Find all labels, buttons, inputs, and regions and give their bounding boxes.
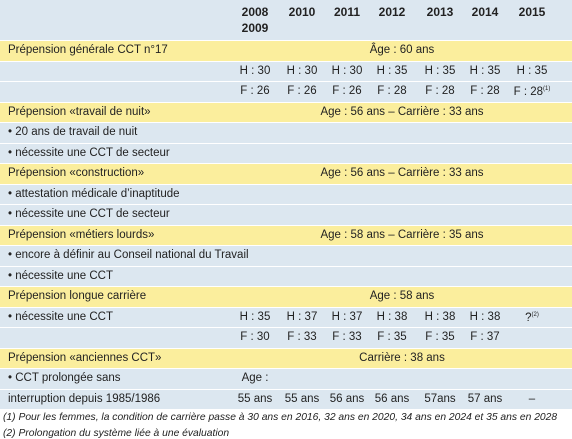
cell-text: F : 28 bbox=[513, 86, 544, 98]
footnote-ref: (1) bbox=[543, 86, 551, 92]
cell: F : 33 bbox=[332, 331, 362, 343]
section-value: Age : 56 ans – Carrière : 33 ans bbox=[320, 105, 484, 118]
section-title: Prépension longue carrière bbox=[8, 290, 147, 302]
cell: H : 38 bbox=[376, 310, 408, 323]
cell: H : 35 bbox=[239, 310, 271, 323]
row-label: • nécessite une CCT de secteur bbox=[8, 208, 170, 220]
cell: – bbox=[528, 392, 536, 405]
section-row: Prépension longue carrière Age : 58 ans bbox=[0, 286, 572, 307]
year-header: 2009 bbox=[241, 21, 269, 35]
section-value: Carrière : 38 ans bbox=[359, 351, 445, 364]
row-label: interruption depuis 1985/1986 bbox=[8, 392, 161, 405]
cell: 57 ans bbox=[467, 392, 503, 405]
cell: H : 37 bbox=[286, 310, 318, 323]
section-title: Prépension «travail de nuit» bbox=[8, 105, 151, 118]
section-title: Prépension générale CCT n°17 bbox=[8, 44, 168, 56]
cell: F : 26 bbox=[240, 85, 270, 97]
year-header: 2010 bbox=[288, 5, 316, 19]
cell: H : 35 bbox=[516, 64, 548, 77]
row-label: • nécessite une CCT bbox=[8, 310, 114, 323]
cell: H : 38 bbox=[424, 310, 456, 323]
cell: H : 30 bbox=[331, 64, 363, 77]
year-header: 2015 bbox=[518, 5, 546, 19]
detail-row: interruption depuis 1985/1986 55 ans 55 an… bbox=[0, 388, 572, 409]
detail-row: • nécessite une CCT de secteur bbox=[0, 204, 572, 225]
section-value: Age : 58 ans bbox=[369, 290, 435, 302]
detail-row: • encore à définir au Conseil national d… bbox=[0, 245, 572, 266]
detail-row: • nécessite une CCT bbox=[0, 265, 572, 286]
cell: F : 28(1) bbox=[509, 86, 555, 99]
cell: F : 33 bbox=[287, 331, 317, 343]
cell: F : 35 bbox=[377, 331, 407, 343]
cell: F : 26 bbox=[332, 85, 362, 97]
cell-text: ? bbox=[525, 311, 532, 324]
section-value: Âge : 60 ans bbox=[369, 44, 435, 56]
cell: H : 35 bbox=[424, 64, 456, 77]
year-header: 2012 bbox=[378, 5, 406, 19]
detail-row: • attestation médicale d’inaptitude bbox=[0, 183, 572, 204]
section-row: Prépension «métiers lourds» Age : 58 ans … bbox=[0, 224, 572, 245]
cell: Age : bbox=[241, 372, 269, 384]
section-row: Prépension «anciennes CCT» Carrière : 38 … bbox=[0, 347, 572, 368]
detail-row: F : 30 F : 33 F : 33 F : 35 F : 35 F : 37 bbox=[0, 327, 572, 348]
detail-row: • CCT prolongée sans Age : bbox=[0, 368, 572, 389]
section-value: Age : 58 ans – Carrière : 35 ans bbox=[320, 228, 484, 241]
row-label: • CCT prolongée sans bbox=[8, 372, 121, 384]
cell: H : 38 bbox=[469, 310, 501, 323]
cell: 57ans bbox=[424, 392, 456, 405]
section-title: Prépension «anciennes CCT» bbox=[8, 351, 162, 364]
cell: F : 28 bbox=[377, 85, 407, 97]
detail-row: F : 26 F : 26 F : 26 F : 28 F : 28 F : 28 F : … bbox=[0, 81, 572, 102]
cell: F : 28 bbox=[425, 85, 455, 97]
section-row: Prépension «construction» Age : 56 ans – … bbox=[0, 163, 572, 184]
section-title: Prépension «métiers lourds» bbox=[8, 228, 155, 241]
detail-row: • nécessite une CCT de secteur bbox=[0, 142, 572, 163]
cell: F : 37 bbox=[470, 331, 500, 343]
section-row: Prépension générale CCT n°17 Âge : 60 ans bbox=[0, 40, 572, 61]
cell: H : 37 bbox=[331, 310, 363, 323]
footnote: (2) Prolongation du système liée à une é… bbox=[3, 428, 230, 439]
cell: H : 30 bbox=[286, 64, 318, 77]
row-label: • attestation médicale d’inaptitude bbox=[8, 187, 180, 200]
cell: 56 ans bbox=[329, 392, 365, 405]
cell: F : 28 bbox=[470, 85, 500, 97]
section-value: Age : 56 ans – Carrière : 33 ans bbox=[320, 167, 484, 179]
year-header: 2011 bbox=[333, 5, 361, 19]
cell: H : 35 bbox=[469, 64, 501, 77]
cell: ?(2) bbox=[509, 312, 555, 325]
section-title: Prépension «construction» bbox=[8, 167, 145, 179]
header-row: 2008 2009 2010 2011 2012 2013 2014 2015 bbox=[0, 0, 572, 40]
footnote-ref: (2) bbox=[531, 311, 539, 318]
year-header: 2013 bbox=[426, 5, 454, 19]
section-row: Prépension «travail de nuit» Age : 56 ans… bbox=[0, 101, 572, 122]
year-header: 2014 bbox=[471, 5, 499, 19]
cell: F : 30 bbox=[240, 331, 270, 343]
cell: 56 ans bbox=[374, 392, 410, 405]
detail-row: H : 30 H : 30 H : 30 H : 35 H : 35 H : 35 H : … bbox=[0, 60, 572, 81]
detail-row: • 20 ans de travail de nuit bbox=[0, 122, 572, 143]
cell: 55 ans bbox=[237, 392, 273, 405]
row-label: • encore à définir au Conseil national d… bbox=[8, 249, 249, 261]
cell: F : 26 bbox=[287, 85, 317, 97]
footnote: (1) Pour les femmes, la condition de car… bbox=[3, 412, 558, 423]
row-label: • nécessite une CCT de secteur bbox=[8, 146, 170, 159]
row-label: • 20 ans de travail de nuit bbox=[8, 126, 138, 138]
cell: F : 35 bbox=[425, 331, 455, 343]
cell: 55 ans bbox=[284, 392, 320, 405]
row-label: • nécessite une CCT bbox=[8, 269, 114, 282]
cell: H : 30 bbox=[239, 64, 271, 77]
cell: H : 35 bbox=[376, 64, 408, 77]
year-header: 2008 bbox=[241, 5, 269, 19]
detail-row: • nécessite une CCT H : 35 H : 37 H : 37 H :… bbox=[0, 306, 572, 327]
